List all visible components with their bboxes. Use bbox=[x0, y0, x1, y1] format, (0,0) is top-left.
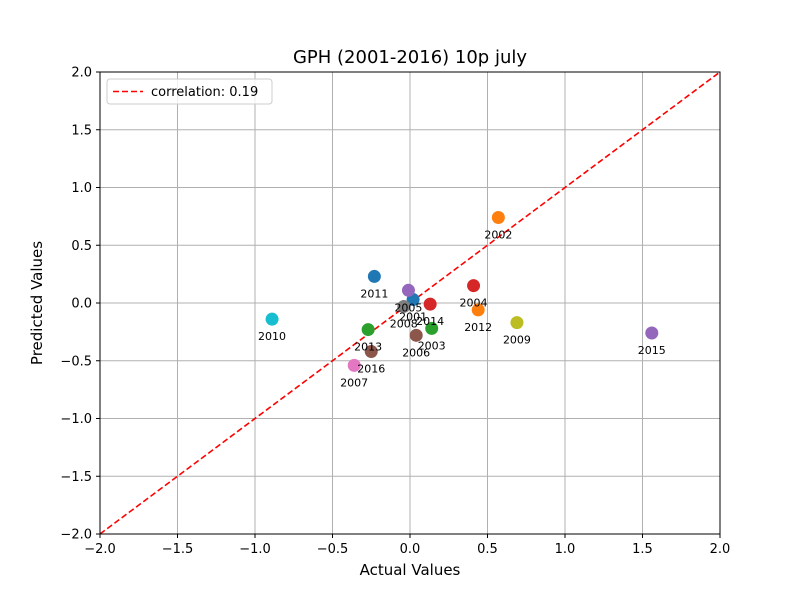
y-tick-label: 1.0 bbox=[71, 181, 92, 196]
scatter-point bbox=[467, 279, 481, 293]
plot-area: 2001 2002 2003 2004 2005 2006 2007 2008 2009 2010… bbox=[99, 71, 721, 535]
scatter-point bbox=[491, 211, 505, 225]
x-tick-label: 0.5 bbox=[477, 542, 498, 557]
x-axis-title: Actual Values bbox=[360, 561, 461, 579]
y-axis-title: Predicted Values bbox=[28, 241, 46, 365]
scatter-point bbox=[367, 269, 381, 283]
y-tick-label: −0.5 bbox=[60, 354, 92, 369]
scatter-point bbox=[364, 345, 378, 359]
grid-lines bbox=[99, 71, 721, 535]
point-label: 2002 bbox=[484, 229, 512, 242]
point-label: 2016 bbox=[357, 363, 385, 376]
point-label: 2013 bbox=[354, 341, 382, 354]
point-label: 2011 bbox=[360, 287, 388, 300]
scatter-point bbox=[397, 299, 411, 313]
point-label: 2009 bbox=[503, 334, 531, 347]
point-label: 2003 bbox=[418, 339, 446, 352]
y-tick-label: −1.5 bbox=[60, 470, 92, 485]
scatter-point bbox=[409, 328, 423, 342]
scatter-point bbox=[265, 312, 279, 326]
x-tick-label: −1.5 bbox=[162, 542, 194, 557]
scatter-point bbox=[401, 283, 415, 297]
y-tick-label: 0.0 bbox=[71, 297, 92, 312]
x-tick-label: 1.5 bbox=[632, 542, 653, 557]
axis-ticks: −2.0 −1.5 −1.0 −0.5 0.0 0.5 1.0 1.5 2.0 −2.0 −1.5 −… bbox=[60, 66, 730, 558]
x-tick-label: 0.0 bbox=[400, 542, 421, 557]
legend-label: correlation: 0.19 bbox=[151, 85, 258, 100]
x-tick-label: 1.0 bbox=[555, 542, 576, 557]
x-tick-label: −1.0 bbox=[239, 542, 271, 557]
scatter-point bbox=[425, 321, 439, 335]
point-label: 2007 bbox=[340, 376, 368, 389]
legend-box bbox=[106, 78, 273, 105]
point-label: 2001 bbox=[399, 311, 427, 324]
reference-line-group bbox=[99, 71, 721, 535]
scatter-point bbox=[347, 358, 361, 372]
chart-title: GPH (2001-2016) 10p july bbox=[293, 47, 527, 68]
scatter-point bbox=[471, 303, 485, 317]
point-label: 2005 bbox=[394, 301, 422, 314]
point-label: 2012 bbox=[464, 321, 492, 334]
x-tick-label: −0.5 bbox=[317, 542, 349, 557]
reference-line bbox=[99, 71, 721, 535]
y-tick-label: −2.0 bbox=[60, 528, 92, 543]
point-label: 2004 bbox=[460, 297, 488, 310]
y-tick-label: 2.0 bbox=[71, 66, 92, 81]
scatter-point bbox=[423, 297, 437, 311]
point-label: 2008 bbox=[390, 317, 418, 330]
x-tick-label: −2.0 bbox=[84, 542, 116, 557]
scatter-point bbox=[361, 323, 375, 337]
data-points: 2001 2002 2003 2004 2005 2006 2007 2008 2009 2010… bbox=[258, 211, 666, 389]
y-tick-label: 0.5 bbox=[71, 239, 92, 254]
y-tick-label: 1.5 bbox=[71, 123, 92, 138]
x-tick-label: 2.0 bbox=[710, 542, 731, 557]
y-tick-label: −1.0 bbox=[60, 412, 92, 427]
point-label: 2010 bbox=[258, 330, 286, 343]
point-label: 2006 bbox=[402, 346, 430, 359]
legend: correlation: 0.19 bbox=[106, 78, 273, 105]
scatter-point bbox=[510, 316, 524, 330]
scatter-point bbox=[645, 326, 659, 340]
point-label: 2015 bbox=[638, 344, 666, 357]
point-label: 2014 bbox=[416, 315, 444, 328]
